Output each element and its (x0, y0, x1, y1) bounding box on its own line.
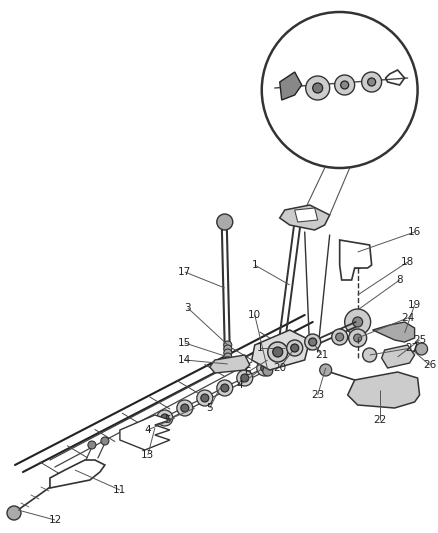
Text: 12: 12 (48, 515, 62, 525)
Text: 9: 9 (381, 113, 388, 123)
Text: 15: 15 (178, 338, 191, 348)
Circle shape (224, 345, 232, 353)
Circle shape (349, 329, 367, 347)
Polygon shape (210, 355, 250, 373)
Circle shape (367, 78, 376, 86)
Polygon shape (340, 240, 371, 280)
Circle shape (70, 466, 80, 476)
Text: 1: 1 (251, 260, 258, 270)
Circle shape (177, 400, 193, 416)
Text: 21: 21 (391, 107, 404, 117)
Circle shape (268, 342, 288, 362)
Circle shape (353, 317, 363, 327)
Circle shape (201, 394, 209, 402)
Circle shape (336, 333, 344, 341)
Polygon shape (373, 322, 415, 342)
Text: 22: 22 (373, 415, 386, 425)
Circle shape (385, 378, 401, 394)
Polygon shape (252, 330, 310, 370)
Text: 17: 17 (178, 267, 191, 277)
Circle shape (224, 349, 232, 357)
Circle shape (273, 347, 283, 357)
Circle shape (237, 370, 253, 386)
Circle shape (224, 353, 232, 361)
Text: 26: 26 (423, 360, 436, 370)
Text: 8: 8 (396, 275, 403, 285)
Text: 10: 10 (248, 310, 261, 320)
Circle shape (332, 329, 348, 345)
Text: 3: 3 (184, 303, 191, 313)
Circle shape (287, 340, 303, 356)
Circle shape (363, 348, 377, 362)
Circle shape (309, 338, 317, 346)
Text: 14: 14 (178, 355, 191, 365)
Circle shape (88, 441, 96, 449)
Text: 7: 7 (272, 117, 278, 127)
Circle shape (263, 366, 273, 376)
Text: 6: 6 (244, 367, 251, 377)
Circle shape (224, 357, 232, 365)
Circle shape (197, 390, 213, 406)
Circle shape (313, 83, 323, 93)
Circle shape (362, 72, 381, 92)
Circle shape (257, 360, 273, 376)
Polygon shape (120, 415, 170, 450)
Circle shape (341, 81, 349, 89)
Circle shape (217, 214, 233, 230)
Circle shape (353, 334, 362, 342)
Circle shape (416, 343, 427, 355)
Circle shape (291, 344, 299, 352)
Circle shape (367, 382, 383, 398)
Text: 18: 18 (401, 257, 414, 267)
Circle shape (217, 380, 233, 396)
Circle shape (320, 364, 332, 376)
Polygon shape (280, 72, 302, 100)
Text: 5: 5 (165, 415, 171, 425)
Text: 4: 4 (145, 425, 151, 435)
Polygon shape (280, 205, 330, 230)
Circle shape (352, 249, 364, 261)
Text: 24: 24 (401, 313, 414, 323)
Text: 16: 16 (408, 227, 421, 237)
Circle shape (224, 341, 232, 349)
Text: 20: 20 (335, 117, 348, 127)
Polygon shape (295, 208, 318, 222)
Text: 5: 5 (206, 403, 213, 413)
Circle shape (161, 414, 169, 422)
Circle shape (291, 211, 305, 225)
Circle shape (306, 76, 330, 100)
Text: 11: 11 (113, 485, 127, 495)
Circle shape (221, 384, 229, 392)
Text: 21: 21 (315, 350, 328, 360)
Circle shape (241, 374, 249, 382)
Text: 25: 25 (413, 335, 426, 345)
Circle shape (305, 334, 321, 350)
Circle shape (7, 506, 21, 520)
Circle shape (335, 75, 355, 95)
Text: 1: 1 (256, 343, 263, 353)
Text: 4: 4 (237, 380, 243, 390)
Circle shape (101, 437, 109, 445)
Circle shape (345, 309, 371, 335)
Circle shape (157, 410, 173, 426)
Circle shape (221, 357, 235, 371)
Text: 2: 2 (307, 115, 313, 125)
Text: 23: 23 (311, 390, 324, 400)
Polygon shape (381, 345, 415, 368)
Circle shape (262, 12, 417, 168)
Text: 13: 13 (141, 450, 155, 460)
Text: 20: 20 (273, 363, 286, 373)
Text: 27: 27 (405, 343, 418, 353)
Circle shape (181, 404, 189, 412)
Circle shape (225, 361, 231, 367)
Circle shape (261, 364, 269, 372)
Text: 19: 19 (408, 300, 421, 310)
Polygon shape (348, 372, 420, 408)
Polygon shape (50, 460, 105, 488)
